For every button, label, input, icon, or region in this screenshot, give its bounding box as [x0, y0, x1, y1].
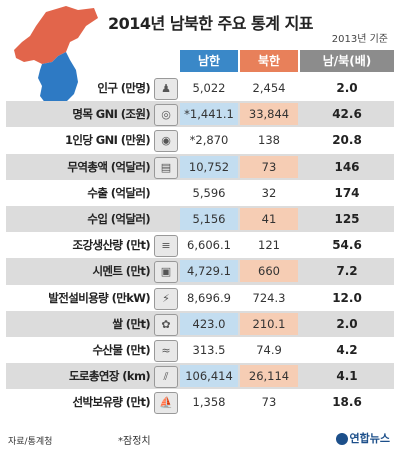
north-value: 26,114 — [240, 365, 298, 388]
row-label: 수출 (억달러) — [87, 185, 150, 200]
south-value: 106,414 — [180, 365, 238, 388]
page-title: 2014년 남북한 주요 통계 지표 — [108, 14, 314, 33]
north-value: 74.9 — [256, 342, 282, 357]
table-row: 무역총액 (억달러) ▤ 10,752 73 146 — [6, 153, 394, 180]
south-korea-shape — [38, 52, 78, 106]
ratio-value: 4.2 — [336, 342, 358, 357]
column-header-ratio: 남/북(배) — [300, 50, 394, 72]
ratio-value: 174 — [334, 185, 360, 200]
rice-icon: ✿ — [154, 313, 178, 336]
ratio-value: 7.2 — [336, 264, 358, 279]
south-value: 5,596 — [192, 185, 226, 200]
row-label: 선박보유량 (만t) — [72, 395, 151, 410]
table-row: 발전설비용량 (만kW) ⚡ 8,696.9 724.3 12.0 — [6, 285, 394, 311]
south-value: 423.0 — [180, 312, 238, 335]
row-label: 무역총액 (억달러) — [67, 159, 150, 174]
north-value: 33,844 — [240, 103, 298, 126]
north-value: 660 — [240, 260, 298, 283]
base-year-note: 2013년 기준 — [331, 34, 388, 45]
south-value: 5,156 — [180, 207, 238, 230]
south-value: *1,441.1 — [180, 103, 238, 126]
table-row: 수산물 (만t) ≈313.5 74.9 4.2 — [6, 337, 394, 363]
yonhap-logo-icon — [335, 433, 348, 445]
ratio-value: 20.8 — [332, 133, 362, 148]
north-value: 41 — [240, 207, 298, 230]
north-korea-shape — [14, 6, 98, 64]
logo-text: 연합뉴스 — [349, 432, 390, 445]
row-label: 발전설비용량 (만kW) — [48, 290, 150, 305]
table-row: 쌀 (만t) ✿ 423.0 210.1 2.0 — [6, 310, 394, 338]
south-value: 5,022 — [192, 81, 226, 95]
north-value: 121 — [258, 238, 280, 253]
table-row: 도로총연장 (km) ⫽ 106,414 26,114 4.1 — [6, 363, 394, 390]
ratio-value: 54.6 — [332, 238, 362, 253]
ratio-value: 146 — [334, 159, 360, 174]
row-label: 시멘트 (만t) — [92, 264, 150, 279]
money-bag-icon: ◉ — [154, 130, 178, 153]
north-value: 724.3 — [252, 290, 286, 305]
south-value: 1,358 — [192, 395, 226, 410]
table-row: 1인당 GNI (만원) ◉ *2,870 138 20.8 — [6, 127, 394, 153]
south-value: 10,752 — [180, 155, 238, 178]
north-value: 73 — [240, 155, 298, 178]
table-row: 조강생산량 (만t) ≡ 6,606.1 121 54.6 — [6, 232, 394, 258]
north-value: 73 — [261, 395, 277, 410]
row-label: 도로총연장 (km) — [68, 369, 151, 384]
south-value: 8,696.9 — [187, 290, 231, 305]
ratio-value: 4.1 — [336, 369, 358, 384]
row-label: 1인당 GNI (만원) — [65, 133, 151, 148]
table-row: 시멘트 (만t) ▣ 4,729.1 660 7.2 — [6, 258, 394, 285]
row-label: 쌀 (만t) — [112, 316, 150, 331]
row-label: 수입 (억달러) — [87, 211, 150, 226]
south-value: 4,729.1 — [180, 260, 238, 283]
north-value: 2,454 — [252, 81, 286, 95]
source-label: 자료/통계청 — [8, 437, 53, 447]
south-value: 6,606.1 — [187, 238, 231, 253]
cement-icon: ▣ — [154, 261, 178, 284]
provisional-note: *잠정치 — [118, 436, 151, 447]
south-value: *2,870 — [189, 133, 229, 148]
power-icon: ⚡ — [154, 287, 178, 310]
row-label: 수산물 (만t) — [92, 342, 150, 357]
table-row: 수출 (억달러) 5,596 32 174 — [6, 180, 394, 206]
ratio-value: 2.0 — [336, 81, 358, 95]
north-value: 32 — [261, 185, 277, 200]
fish-icon: ≈ — [154, 339, 178, 362]
yonhap-logo: 연합뉴스 — [335, 430, 390, 446]
column-header-north: 북한 — [240, 50, 298, 72]
column-header-south: 남한 — [180, 50, 238, 72]
table-row: 선박보유량 (만t) ⛵ 1,358 73 18.6 — [6, 389, 394, 415]
ratio-value: 12.0 — [332, 290, 362, 305]
north-value: 138 — [258, 133, 280, 148]
row-label: 조강생산량 (만t) — [72, 238, 151, 253]
banknote-icon: ▤ — [154, 156, 178, 179]
ratio-value: 18.6 — [332, 395, 362, 410]
people-icon: ♟ — [154, 78, 178, 100]
ship-icon: ⛵ — [154, 392, 178, 415]
ratio-value: 2.0 — [336, 316, 358, 331]
row-label: 명목 GNI (조원) — [72, 107, 150, 122]
road-icon: ⫽ — [154, 366, 178, 389]
row-label: 인구 (만명) — [97, 81, 150, 95]
stats-table: 인구 (만명) ♟ 5,022 2,454 2.0 명목 GNI (조원) ◎ *1,441.… — [6, 75, 394, 415]
north-value: 210.1 — [240, 312, 298, 335]
ratio-value: 42.6 — [332, 107, 362, 122]
table-row: 명목 GNI (조원) ◎ *1,441.1 33,844 42.6 — [6, 101, 394, 128]
table-row: 수입 (억달러) 5,156 41 125 — [6, 205, 394, 233]
coins-icon: ◎ — [154, 104, 178, 127]
ratio-value: 125 — [334, 211, 360, 226]
south-value: 313.5 — [192, 342, 226, 357]
steel-icon: ≡ — [154, 235, 178, 258]
table-row: 인구 (만명) ♟ 5,022 2,454 2.0 — [6, 75, 394, 101]
